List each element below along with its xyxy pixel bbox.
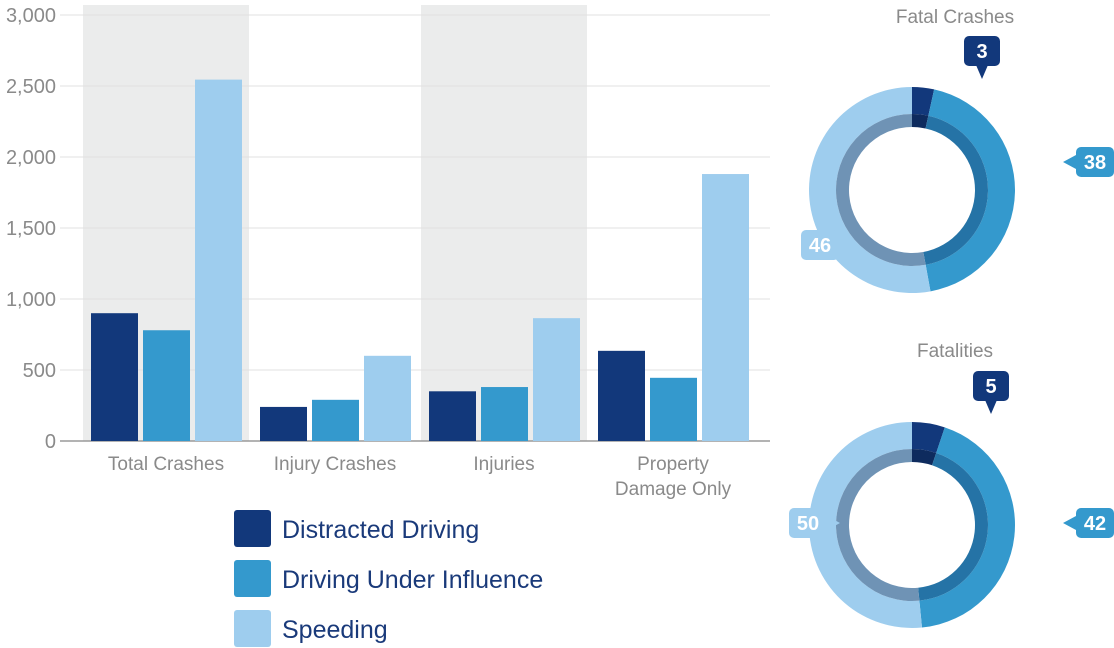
donut-value-badge: [964, 36, 1000, 66]
donut-value-badge: [1076, 508, 1114, 538]
y-tick-label: 3,000: [6, 5, 56, 27]
legend-swatch: [234, 610, 271, 647]
donut-inner-segment: [912, 449, 937, 466]
legend-label: Driving Under Influence: [282, 566, 543, 594]
bar-driving-under-influence: [143, 330, 190, 441]
legend-swatch: [234, 510, 271, 547]
donut-value-label: 50: [797, 513, 819, 535]
donut-title: Fatal Crashes: [896, 7, 1014, 28]
y-tick-label: 2,000: [6, 147, 56, 169]
donut-label-pointer: [839, 238, 852, 252]
donut-value-badge: [1076, 147, 1114, 177]
donut-inner-segment: [918, 452, 988, 601]
bar-distracted-driving: [429, 391, 476, 441]
y-tick-label: 500: [23, 360, 56, 382]
bar-speeding: [533, 318, 580, 441]
donut-inner-segment: [836, 449, 920, 601]
donut-segment: [925, 89, 1016, 292]
bar-speeding: [702, 174, 749, 442]
legend-label: Distracted Driving: [282, 516, 479, 544]
bar-driving-under-influence: [481, 387, 528, 441]
donut-segment: [809, 422, 922, 628]
x-category-label: Injury Crashes: [274, 454, 397, 475]
donut-label-pointer: [1063, 516, 1076, 530]
donut-inner-segment: [836, 114, 926, 266]
donut-label-pointer: [1063, 155, 1076, 169]
bar-distracted-driving: [260, 406, 307, 441]
donut-value-badge: [973, 371, 1009, 401]
legend-label: Speeding: [282, 616, 388, 644]
donut-label-pointer: [985, 400, 997, 414]
donut-inner-segment: [923, 115, 988, 265]
bar-driving-under-influence: [650, 377, 697, 441]
x-category-label: Injuries: [473, 454, 534, 475]
donut-value-label: 3: [976, 41, 987, 63]
donut-title: Fatalities: [917, 341, 993, 362]
x-category-label: Property: [637, 454, 709, 475]
donut-segment: [919, 427, 1016, 628]
donut-value-label: 5: [985, 376, 996, 398]
x-category-label: Total Crashes: [108, 454, 224, 475]
x-category-label: Damage Only: [615, 479, 732, 500]
bar-speeding: [364, 355, 411, 441]
donut-label-pointer: [827, 516, 840, 530]
donut-value-label: 46: [809, 235, 831, 257]
donut-label-pointer: [976, 65, 988, 79]
y-tick-label: 0: [45, 431, 56, 453]
donut-value-label: 42: [1084, 513, 1106, 535]
bar-distracted-driving: [91, 313, 138, 441]
y-tick-label: 1,000: [6, 289, 56, 311]
y-tick-label: 2,500: [6, 76, 56, 98]
bar-driving-under-influence: [312, 399, 359, 441]
donut-inner-segment: [912, 114, 929, 129]
donut-segment: [912, 422, 945, 453]
bar-distracted-driving: [598, 350, 645, 441]
donut-value-badge: [789, 508, 827, 538]
donut-segment: [912, 87, 935, 116]
legend-swatch: [234, 560, 271, 597]
y-tick-label: 1,500: [6, 218, 56, 240]
bar-speeding: [195, 79, 242, 442]
donut-value-label: 38: [1084, 152, 1106, 174]
donut-value-badge: [801, 230, 839, 260]
